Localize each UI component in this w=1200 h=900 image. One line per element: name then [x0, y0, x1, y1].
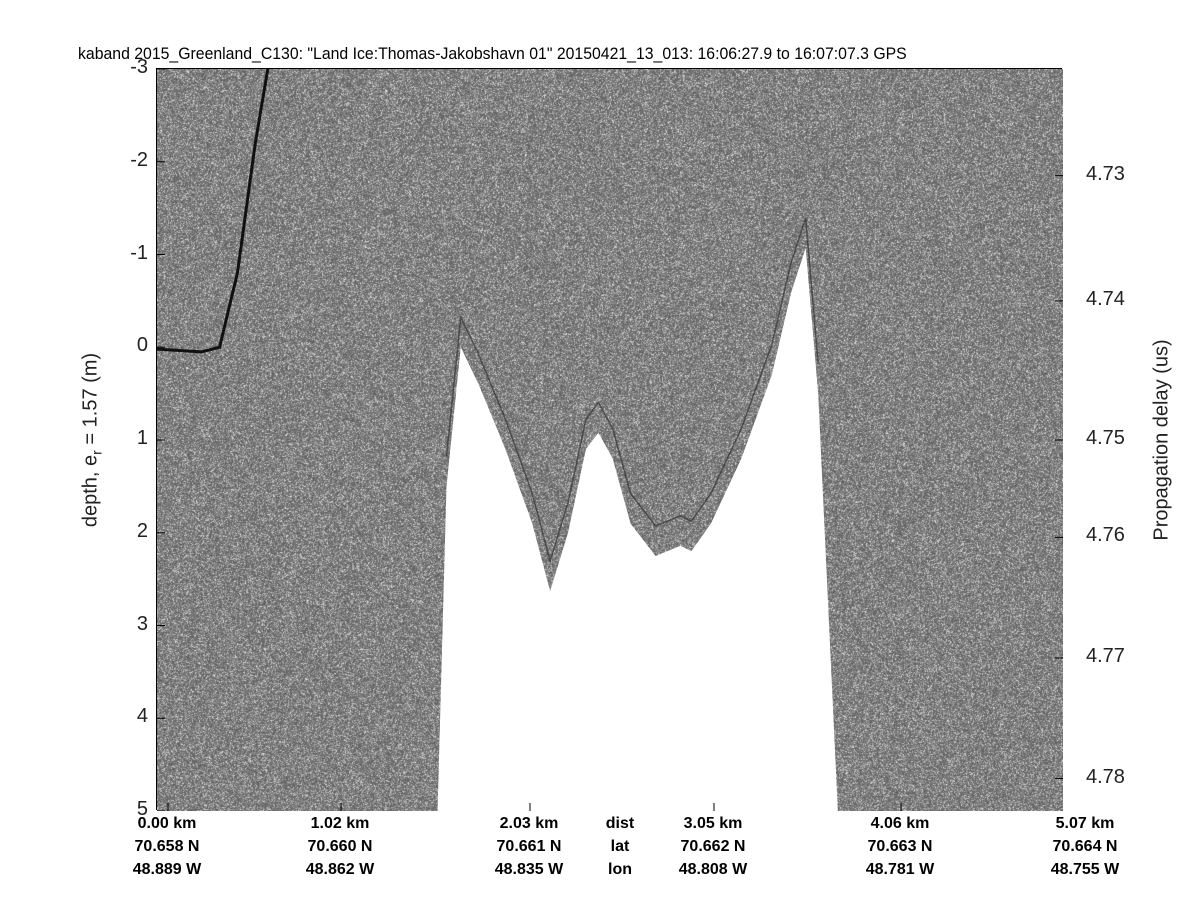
echogram-plot	[156, 68, 1062, 810]
y2-tick-label: 4.75	[1086, 427, 1125, 450]
y2-tick-label: 4.77	[1086, 645, 1125, 668]
chart-title: kaband 2015_Greenland_C130: "Land Ice:Th…	[78, 44, 907, 64]
y-tick-label: 2	[137, 520, 148, 543]
no-data-region	[438, 248, 838, 811]
y-tick-label: -3	[130, 56, 148, 79]
y-tick-label: 3	[137, 613, 148, 636]
y-label-sub: r	[89, 450, 105, 455]
y2-tick-label: 4.74	[1086, 288, 1125, 311]
y-label-rest: = 1.57 (m)	[80, 353, 102, 450]
x-tick-label: 0.00 km 70.658 N 48.889 W	[107, 812, 227, 881]
y2-tick-label: 4.73	[1086, 163, 1125, 186]
y-tick-label: 4	[137, 705, 148, 728]
y-tick-label: -2	[130, 149, 148, 172]
y2-tick-label: 4.76	[1086, 524, 1125, 547]
y-label-main: depth, e	[80, 455, 102, 527]
x-tick-label: 4.06 km 70.663 N 48.781 W	[840, 812, 960, 881]
y2-tick-label: 4.78	[1086, 766, 1125, 789]
echogram-overlay	[157, 69, 1063, 811]
y-tick-label: -1	[130, 242, 148, 265]
x-tick-label: 1.02 km 70.660 N 48.862 W	[280, 812, 400, 881]
y-tick-label: 1	[137, 427, 148, 450]
y2-axis-label: Propagation delay (us)	[1151, 339, 1174, 540]
x-row-labels: dist lat lon	[560, 812, 680, 881]
y-axis-label: depth, er = 1.57 (m)	[80, 353, 105, 527]
x-tick-label: 5.07 km 70.664 N 48.755 W	[1025, 812, 1145, 881]
y-tick-label: 0	[137, 334, 148, 357]
surface-trace	[157, 69, 268, 352]
